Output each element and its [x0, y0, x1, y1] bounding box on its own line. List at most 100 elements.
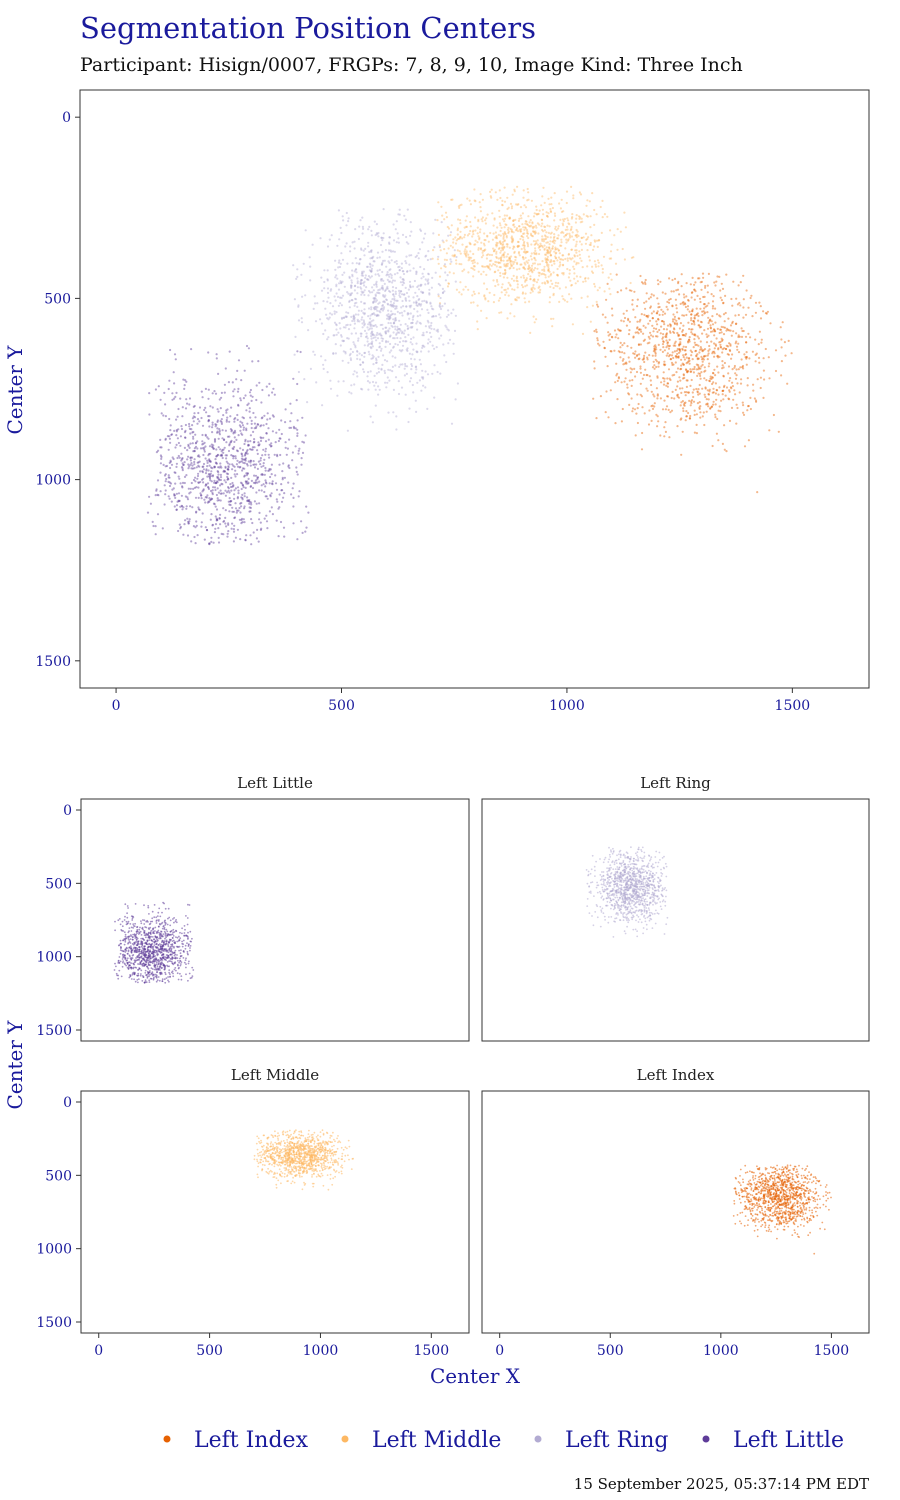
data-point [156, 979, 159, 982]
data-point [356, 305, 359, 308]
data-point [676, 288, 680, 291]
data-point [645, 387, 648, 390]
data-point [282, 462, 285, 465]
data-point [341, 258, 345, 261]
data-point [115, 965, 117, 968]
data-point [369, 249, 373, 252]
data-point [366, 375, 369, 378]
data-point [559, 207, 563, 210]
data-point [468, 258, 471, 261]
data-point [584, 280, 587, 283]
data-point [422, 376, 425, 379]
data-point [656, 375, 659, 378]
data-point [500, 259, 503, 262]
data-point [232, 447, 235, 451]
data-point [523, 261, 526, 264]
data-point [560, 210, 564, 213]
data-point [518, 245, 521, 248]
data-point [417, 298, 420, 302]
data-point [532, 215, 536, 218]
data-point [421, 346, 424, 349]
data-point [514, 258, 517, 262]
data-point [211, 446, 214, 449]
data-point [248, 506, 251, 509]
data-point [236, 509, 239, 512]
data-point [184, 959, 187, 961]
data-point [690, 402, 693, 405]
data-point [151, 917, 154, 920]
data-point [725, 273, 728, 276]
data-point [500, 226, 503, 229]
data-point [695, 368, 698, 371]
data-point [237, 387, 240, 390]
data-point [422, 291, 425, 294]
data-point [511, 260, 514, 263]
data-point [655, 413, 658, 416]
data-point [194, 526, 197, 529]
data-point [372, 297, 375, 300]
data-point [703, 377, 706, 380]
data-point [373, 296, 376, 300]
data-point [673, 397, 676, 400]
data-point [701, 332, 704, 335]
data-point [368, 262, 371, 265]
data-point [421, 334, 424, 337]
data-point [666, 382, 670, 385]
data-point [504, 269, 507, 272]
data-point [702, 276, 705, 279]
data-point [432, 315, 435, 318]
data-point [690, 296, 693, 299]
data-point [618, 351, 622, 354]
data-point [603, 346, 606, 349]
data-point [160, 457, 163, 460]
data-point [427, 281, 430, 284]
data-point [380, 347, 383, 350]
data-point [497, 283, 500, 286]
data-point [632, 335, 635, 338]
data-point [449, 234, 452, 237]
data-point [353, 327, 356, 330]
data-point [589, 320, 592, 323]
data-point [400, 332, 404, 335]
data-point [241, 455, 244, 458]
data-point [257, 441, 260, 444]
data-point [215, 455, 218, 458]
data-point [171, 456, 174, 459]
data-point [679, 322, 683, 325]
data-point [704, 387, 707, 390]
data-point [758, 361, 761, 364]
data-point [309, 279, 312, 282]
data-point [378, 342, 381, 345]
data-point [223, 470, 227, 473]
data-point [494, 231, 497, 234]
data-point [367, 228, 370, 231]
data-point [721, 360, 724, 363]
data-point [554, 284, 557, 287]
data-point [386, 302, 389, 305]
data-point [659, 280, 662, 283]
data-point [661, 350, 665, 353]
data-point [371, 340, 374, 343]
data-point [387, 313, 390, 316]
data-point [483, 249, 486, 252]
data-point [681, 314, 684, 317]
data-point [499, 251, 502, 254]
data-point [526, 243, 530, 246]
data-point [481, 198, 484, 201]
data-point [137, 981, 139, 984]
data-point [651, 354, 654, 357]
data-point [747, 404, 750, 408]
data-point [338, 238, 341, 241]
data-point [351, 299, 354, 302]
data-point [512, 224, 515, 227]
data-point [259, 436, 262, 439]
data-point [606, 282, 609, 285]
data-point [638, 328, 641, 331]
data-point [524, 263, 527, 266]
data-point [645, 315, 648, 318]
data-point [349, 284, 353, 287]
data-point [358, 262, 361, 265]
data-point [414, 399, 417, 402]
data-point [699, 300, 702, 304]
data-point [652, 294, 655, 297]
